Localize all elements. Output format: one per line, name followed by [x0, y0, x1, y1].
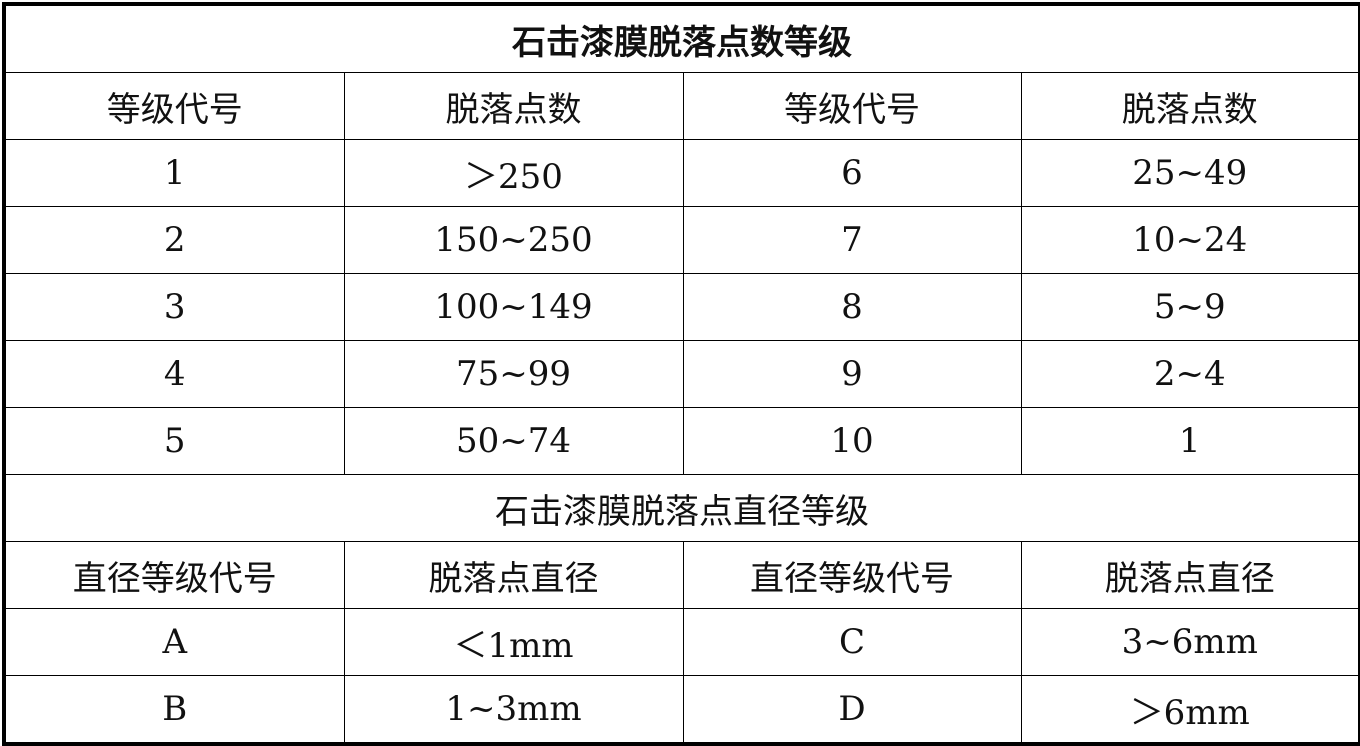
table-cell: 8 [682, 273, 1022, 341]
subtitle-row: 石击漆膜脱落点直径等级 [3, 474, 1360, 542]
header-cell: 等级代号 [3, 72, 345, 140]
header-cell: 直径等级代号 [682, 541, 1022, 609]
table-cell: 4 [3, 340, 345, 408]
header-cell: 脱落点直径 [343, 541, 684, 609]
table-cell: ＞6mm [1020, 675, 1360, 745]
header-cell: 脱落点直径 [1020, 541, 1360, 609]
table-cell: A [3, 608, 345, 676]
table-cell: 7 [682, 206, 1022, 274]
table-cell: 6 [682, 139, 1022, 207]
table-row: 3 100~149 8 5~9 [3, 273, 1360, 341]
table-cell: 5~9 [1020, 273, 1360, 341]
diameter-table-title: 石击漆膜脱落点直径等级 [3, 474, 1360, 542]
table-cell: 3~6mm [1020, 608, 1360, 676]
table-cell: 10~24 [1020, 206, 1360, 274]
table-cell: 2~4 [1020, 340, 1360, 408]
table-cell: D [682, 675, 1022, 745]
table-row: B 1~3mm D ＞6mm [3, 675, 1360, 745]
table-cell: 50~74 [343, 407, 684, 475]
header-cell: 直径等级代号 [3, 541, 345, 609]
table-row: 4 75~99 9 2~4 [3, 340, 1360, 408]
table-cell: 9 [682, 340, 1022, 408]
table-cell: 100~149 [343, 273, 684, 341]
count-table-title: 石击漆膜脱落点数等级 [3, 3, 1360, 73]
table-cell: 150~250 [343, 206, 684, 274]
table-cell: 25~49 [1020, 139, 1360, 207]
table-cell: 2 [3, 206, 345, 274]
header-row: 等级代号 脱落点数 等级代号 脱落点数 [3, 72, 1360, 140]
header-cell: 脱落点数 [343, 72, 684, 140]
table-row: 5 50~74 10 1 [3, 407, 1360, 475]
table-cell: 5 [3, 407, 345, 475]
table-cell: 1~3mm [343, 675, 684, 745]
table-cell: 1 [3, 139, 345, 207]
table-row: 2 150~250 7 10~24 [3, 206, 1360, 274]
table-cell: 10 [682, 407, 1022, 475]
title-row: 石击漆膜脱落点数等级 [3, 3, 1360, 73]
header-cell: 脱落点数 [1020, 72, 1360, 140]
table-row: A ＜1mm C 3~6mm [3, 608, 1360, 676]
table-cell: B [3, 675, 345, 745]
table-cell: 75~99 [343, 340, 684, 408]
header-row: 直径等级代号 脱落点直径 直径等级代号 脱落点直径 [3, 541, 1360, 609]
table-cell: 1 [1020, 407, 1360, 475]
table-cell: ＜1mm [343, 608, 684, 676]
header-cell: 等级代号 [682, 72, 1022, 140]
table-row: 1 ＞250 6 25~49 [3, 139, 1360, 207]
table-cell: C [682, 608, 1022, 676]
table-cell: 3 [3, 273, 345, 341]
table-cell: ＞250 [343, 139, 684, 207]
